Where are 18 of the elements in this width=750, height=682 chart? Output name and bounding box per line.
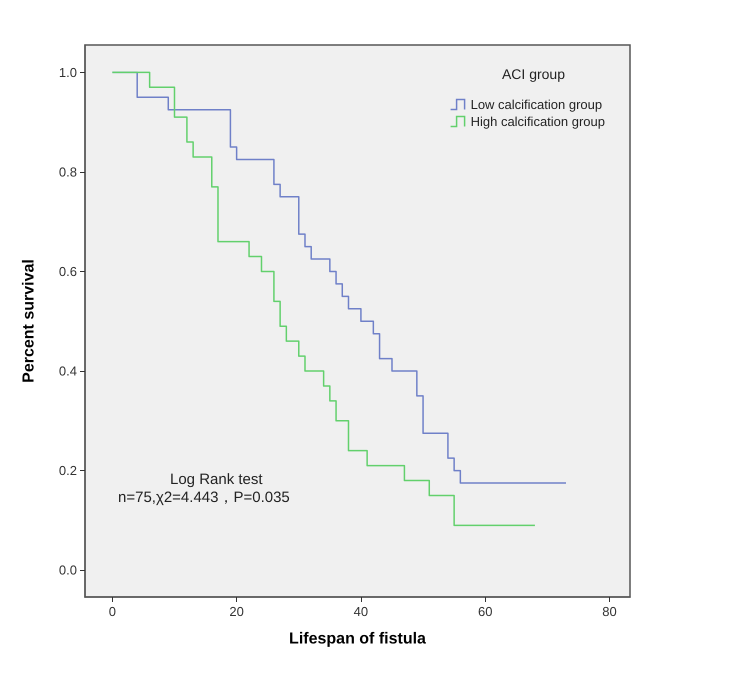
legend-title: ACI group — [502, 66, 566, 82]
x-tick-label: 40 — [354, 604, 368, 619]
y-tick-label: 0.0 — [58, 562, 77, 578]
x-tick-label: 0 — [108, 604, 116, 619]
x-tick-label: 60 — [478, 604, 492, 619]
annotation: n=75,χ2=4.443，P=0.035 — [118, 489, 290, 506]
y-tick-label: 1.0 — [58, 64, 77, 80]
x-tick-label: 20 — [229, 604, 244, 619]
annotation: Log Rank test — [170, 471, 264, 488]
x-axis-title: Lifespan of fistula — [289, 630, 426, 648]
y-tick-label: 0.8 — [58, 164, 77, 180]
legend-label: High calcification group — [470, 114, 605, 129]
y-tick-label: 0.4 — [58, 364, 77, 379]
legend-label: Low calcification group — [470, 97, 602, 112]
y-tick-label: 0.6 — [58, 264, 77, 279]
y-tick-label: 0.2 — [58, 463, 77, 478]
y-axis-title: Percent survival — [20, 259, 38, 383]
x-tick-label: 80 — [602, 604, 617, 619]
